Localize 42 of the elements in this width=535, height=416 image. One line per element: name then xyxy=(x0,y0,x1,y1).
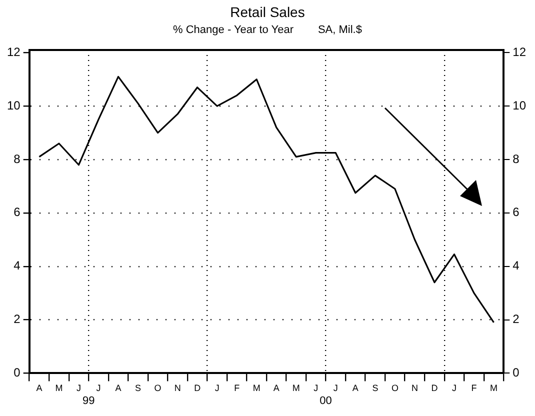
chart-subtitle: % Change - Year to Year SA, Mil.$ xyxy=(172,24,363,36)
x-tick-label: J xyxy=(452,383,456,394)
x-tick-label: A xyxy=(273,383,280,394)
y2-tick-label: 2 xyxy=(14,312,21,326)
x-tick-label: D xyxy=(431,383,438,394)
y-tick-label: 0 xyxy=(512,366,520,380)
x-tick-label: A xyxy=(115,383,122,394)
y2-tick-label: 6 xyxy=(14,205,21,220)
x-tick-label: A xyxy=(36,383,42,394)
y2-tick-label: 4 xyxy=(14,258,21,273)
x-tick-label: M xyxy=(292,383,300,394)
x-tick-label: O xyxy=(154,383,162,394)
x-tick-label: J xyxy=(314,383,318,394)
text: 00 xyxy=(320,395,332,407)
y-tick-label: 10 xyxy=(512,98,526,112)
y-tick-label: 2 xyxy=(512,312,520,326)
y2-tick-label: 0 xyxy=(14,366,21,380)
x-tick-label: A xyxy=(352,383,358,394)
x-tick-label: N xyxy=(174,383,181,394)
y-tick-label: 6 xyxy=(512,205,520,220)
y-tick-label: 4 xyxy=(512,258,520,273)
x-tick-label: J xyxy=(214,383,220,394)
y-tick-label: 8 xyxy=(512,152,520,166)
x-tick-label: F xyxy=(234,383,240,394)
text: 99 xyxy=(82,395,95,407)
y2-tick-label: 10 xyxy=(6,98,21,112)
x-tick-label: S xyxy=(135,383,142,394)
x-tick-label: O xyxy=(391,383,398,394)
x-tick-label: M xyxy=(490,383,498,394)
x-tick-label: M xyxy=(55,383,63,394)
x-tick-label: F xyxy=(471,383,478,394)
y2-tick-label: 12 xyxy=(6,44,21,59)
y-tick-label: 12 xyxy=(512,44,526,59)
x-tick-label: M xyxy=(252,383,260,394)
y2-tick-label: 8 xyxy=(14,152,21,166)
chart-title: Retail Sales xyxy=(229,4,306,20)
x-tick-label: J xyxy=(333,383,338,394)
x-tick-label: J xyxy=(96,383,101,394)
x-tick-label: S xyxy=(372,383,378,394)
x-tick-label: J xyxy=(76,383,82,394)
x-tick-label: N xyxy=(411,383,418,394)
x-tick-label: D xyxy=(194,383,202,394)
